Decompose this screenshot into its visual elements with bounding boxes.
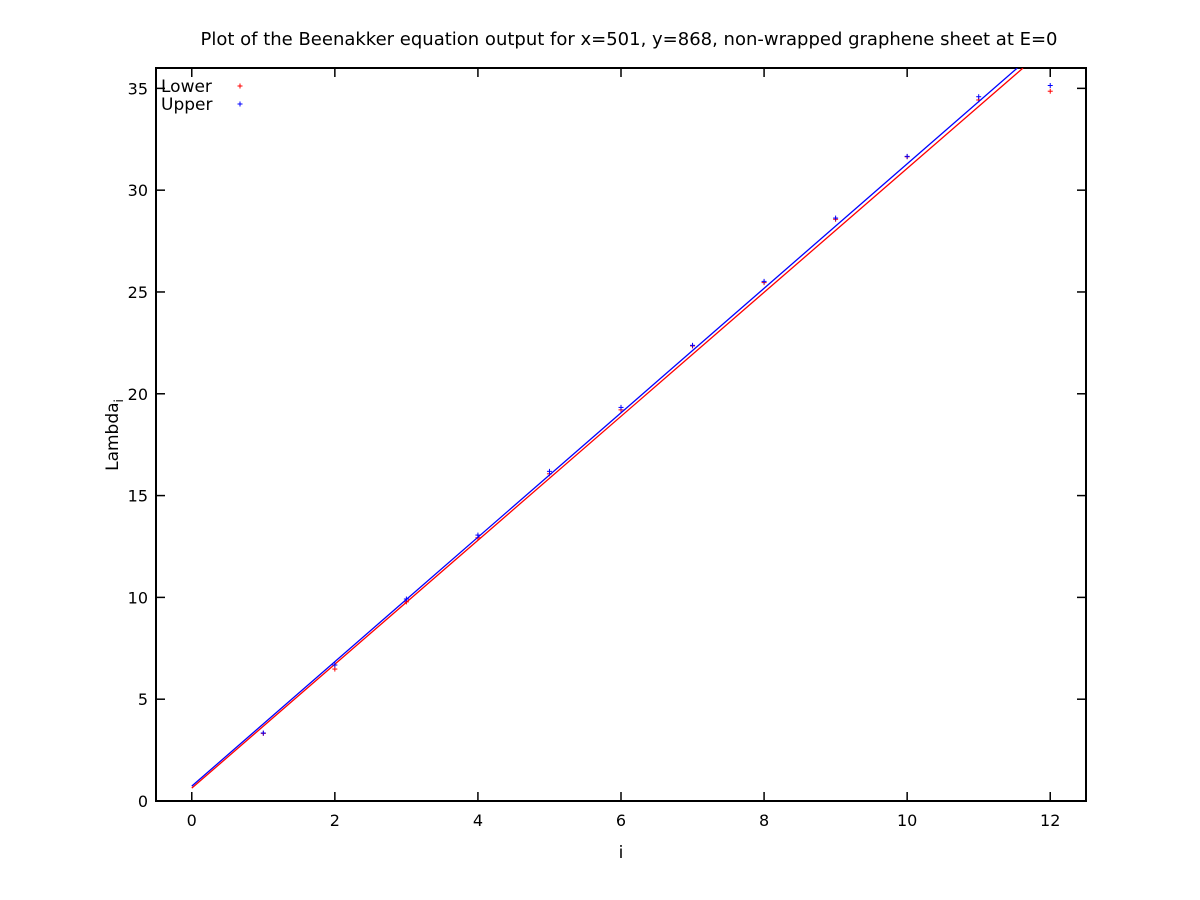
y-tick-label: 25 — [128, 283, 148, 302]
data-point-upper — [761, 278, 767, 284]
data-point-upper — [546, 468, 552, 474]
data-point-upper — [833, 215, 839, 221]
x-tick-label: 10 — [897, 811, 917, 830]
data-point-upper — [690, 342, 696, 348]
legend-marker-lower — [237, 83, 243, 89]
data-point-upper — [976, 94, 982, 100]
x-tick-label: 12 — [1040, 811, 1060, 830]
x-tick-label: 4 — [473, 811, 483, 830]
data-marks — [191, 68, 1053, 789]
legend-label-lower: Lower — [161, 77, 212, 97]
plot-frame — [155, 67, 1087, 802]
x-tick-label: 6 — [616, 811, 626, 830]
y-tick-label: 35 — [128, 79, 148, 98]
y-tick-label: 10 — [128, 588, 148, 607]
legend-label-upper: Upper — [161, 95, 212, 115]
data-point-lower — [1047, 88, 1053, 94]
data-point-upper — [260, 730, 266, 736]
x-axis-label: i — [619, 843, 624, 863]
y-axis-label: Lambdai — [103, 399, 126, 471]
y-axis-label-main: Lambda — [103, 402, 123, 470]
y-tick-label: 20 — [128, 385, 148, 404]
x-tick-label: 8 — [759, 811, 769, 830]
y-tick-label: 5 — [138, 690, 148, 709]
data-point-upper — [403, 596, 409, 602]
fit-line-upper — [191, 68, 1018, 787]
x-tick-label: 0 — [187, 811, 197, 830]
data-point-upper — [904, 153, 910, 159]
data-point-upper — [618, 404, 624, 410]
y-tick-label: 0 — [138, 792, 148, 811]
axes: 0 2 4 6 8 10 12 0 5 10 15 20 25 30 35 — [128, 67, 1087, 830]
chart-title: Plot of the Beenakker equation output fo… — [200, 29, 1057, 50]
data-point-upper — [1047, 83, 1053, 89]
y-tick-label: 30 — [128, 181, 148, 200]
data-point-upper — [332, 662, 338, 668]
y-tick-label: 15 — [128, 487, 148, 506]
y-axis-label-sub: i — [112, 399, 126, 402]
fit-line-lower — [191, 68, 1024, 789]
x-tick-label: 2 — [330, 811, 340, 830]
data-point-upper — [475, 532, 481, 538]
legend-marker-upper — [237, 101, 243, 107]
